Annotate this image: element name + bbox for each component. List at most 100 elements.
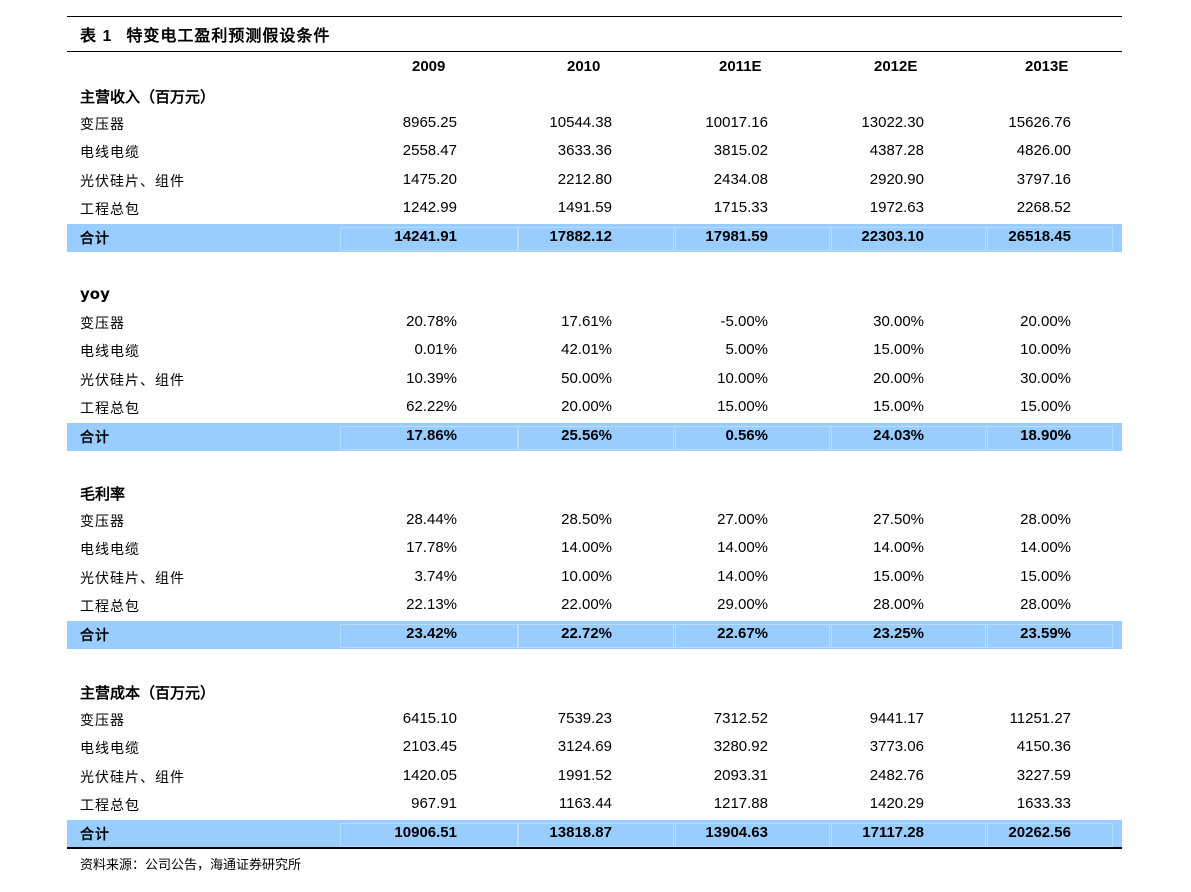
- value-cell-2010: 22.00%: [561, 596, 612, 614]
- value-cell-2011e: 13904.63: [705, 823, 768, 841]
- total-cell-outline: [517, 425, 676, 450]
- table-row: 工程总包 1242.99 1491.59 1715.33 1972.63 2268.52: [67, 195, 1122, 223]
- column-header-row: 2009 2010 2011E 2012E 2013E: [0, 58, 1191, 78]
- value-cell-2011e: 7312.52: [713, 710, 768, 727]
- value-cell-2013e: 15.00%: [1020, 398, 1071, 416]
- value-cell-2012e: 20.00%: [873, 369, 924, 387]
- total-cell-outline: [985, 425, 1113, 450]
- value-cell-2012e: 27.50%: [873, 511, 924, 528]
- table-row: 电线电缆 2103.45 3124.69 3280.92 3773.06 4150.36: [67, 734, 1122, 762]
- row-label: 工程总包: [80, 798, 140, 815]
- table-row: 变压器 28.44% 28.50% 27.00% 27.50% 28.00%: [67, 507, 1122, 535]
- value-cell-2013e: 1633.33: [1016, 795, 1071, 813]
- value-cell-2009: 17.86%: [406, 426, 457, 444]
- value-cell-2009: 8965.25: [402, 114, 457, 131]
- total-cell-outline: [340, 425, 519, 450]
- total-cell-outline: [985, 623, 1113, 648]
- value-cell-2011e: 15.00%: [717, 398, 768, 416]
- value-cell-2009: 14241.91: [394, 227, 457, 245]
- value-cell-2013e: 23.59%: [1020, 624, 1071, 642]
- value-cell-2009: 62.22%: [406, 398, 457, 416]
- value-cell-2011e: 17981.59: [705, 227, 768, 245]
- section-label: 主营收入（百万元）: [80, 88, 216, 106]
- value-cell-2013e: 18.90%: [1020, 426, 1071, 444]
- value-cell-2009: 23.42%: [406, 624, 457, 642]
- table-row: 光伏硅片、组件 3.74% 10.00% 14.00% 15.00% 15.00%: [67, 564, 1122, 592]
- value-cell-2012e: 28.00%: [873, 596, 924, 614]
- value-cell-2012e: 15.00%: [873, 567, 924, 585]
- row-label: 电线电缆: [80, 542, 140, 559]
- value-cell-2011e: 1715.33: [713, 199, 768, 217]
- table-row: 变压器 8965.25 10544.38 10017.16 13022.30 15626.…: [67, 110, 1122, 138]
- value-cell-2011e: 22.67%: [717, 624, 768, 642]
- value-cell-2010: 28.50%: [561, 511, 612, 528]
- value-cell-2009: 967.91: [411, 795, 457, 813]
- column-header-2013e: 2013E: [1025, 58, 1069, 75]
- value-cell-2012e: 30.00%: [873, 313, 924, 330]
- value-cell-2013e: 26518.45: [1008, 227, 1071, 245]
- total-label: 合计: [80, 627, 110, 644]
- value-cell-2011e: 1217.88: [713, 795, 768, 813]
- total-row: 合计 10906.51 13818.87 13904.63 17117.28 20262.…: [67, 819, 1122, 848]
- value-cell-2011e: 29.00%: [717, 596, 768, 614]
- total-cell-outline: [673, 425, 832, 450]
- value-cell-2012e: 2920.90: [869, 170, 924, 188]
- value-cell-2013e: 30.00%: [1020, 369, 1071, 387]
- row-label: 工程总包: [80, 202, 140, 219]
- total-label: 合计: [80, 826, 110, 843]
- value-cell-2011e: 14.00%: [717, 539, 768, 557]
- value-cell-2013e: 2268.52: [1016, 199, 1071, 217]
- value-cell-2012e: 1420.29: [869, 795, 924, 813]
- row-label: 工程总包: [80, 401, 140, 418]
- table-row: 电线电缆 0.01% 42.01% 5.00% 15.00% 10.00%: [67, 337, 1122, 365]
- value-cell-2013e: 3227.59: [1016, 766, 1071, 784]
- value-cell-2010: 42.01%: [561, 341, 612, 359]
- value-cell-2012e: 1972.63: [869, 199, 924, 217]
- total-cell-outline: [829, 822, 988, 847]
- row-label: 电线电缆: [80, 741, 140, 758]
- value-cell-2009: 10906.51: [394, 823, 457, 841]
- value-cell-2009: 28.44%: [406, 511, 457, 528]
- total-row: 合计 23.42% 22.72% 22.67% 23.25% 23.59%: [67, 620, 1122, 649]
- table-row: 光伏硅片、组件 1475.20 2212.80 2434.08 2920.90 3797.…: [67, 167, 1122, 195]
- value-cell-2010: 20.00%: [561, 398, 612, 416]
- value-cell-2011e: 14.00%: [717, 567, 768, 585]
- value-cell-2012e: 14.00%: [873, 539, 924, 557]
- value-cell-2012e: 13022.30: [861, 114, 924, 131]
- value-cell-2009: 17.78%: [406, 539, 457, 557]
- table-number: 表 1: [80, 28, 113, 45]
- total-cell-outline: [673, 822, 832, 847]
- value-cell-2012e: 4387.28: [869, 142, 924, 160]
- value-cell-2012e: 15.00%: [873, 398, 924, 416]
- value-cell-2013e: 20.00%: [1020, 313, 1071, 330]
- total-label: 合计: [80, 230, 110, 247]
- value-cell-2011e: 0.56%: [725, 426, 768, 444]
- total-cell-outline: [985, 226, 1113, 251]
- total-cell-outline: [517, 226, 676, 251]
- row-label: 变压器: [80, 117, 125, 133]
- value-cell-2009: 1420.05: [402, 766, 457, 784]
- value-cell-2010: 13818.87: [549, 823, 612, 841]
- value-cell-2012e: 2482.76: [869, 766, 924, 784]
- table-row: 变压器 20.78% 17.61% -5.00% 30.00% 20.00%: [67, 309, 1122, 337]
- value-cell-2009: 10.39%: [406, 369, 457, 387]
- value-cell-2012e: 15.00%: [873, 341, 924, 359]
- value-cell-2011e: 10017.16: [705, 114, 768, 131]
- top-rule: [67, 16, 1122, 17]
- value-cell-2009: 20.78%: [406, 313, 457, 330]
- total-row: 合计 14241.91 17882.12 17981.59 22303.10 26518.…: [67, 223, 1122, 252]
- value-cell-2013e: 28.00%: [1020, 511, 1071, 528]
- section-label: 主营成本（百万元）: [80, 684, 216, 702]
- value-cell-2010: 17.61%: [561, 313, 612, 330]
- value-cell-2013e: 4826.00: [1016, 142, 1071, 160]
- total-row: 合计 17.86% 25.56% 0.56% 24.03% 18.90%: [67, 422, 1122, 451]
- source-note: 资料来源：公司公告，海通证券研究所: [80, 858, 302, 873]
- value-cell-2012e: 3773.06: [869, 738, 924, 756]
- total-cell-outline: [673, 226, 832, 251]
- table-title-text: 特变电工盈利预测假设条件: [126, 26, 331, 45]
- value-cell-2009: 1242.99: [402, 199, 457, 217]
- total-label: 合计: [80, 429, 110, 446]
- row-label: 光伏硅片、组件: [80, 173, 185, 190]
- bottom-rule: [67, 847, 1122, 849]
- value-cell-2013e: 28.00%: [1020, 596, 1071, 614]
